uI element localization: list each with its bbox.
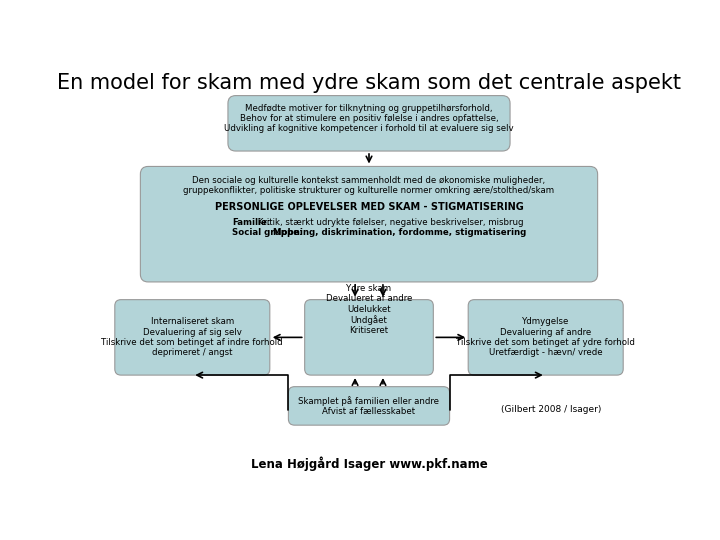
Text: Skamplet på familien eller andre
Afvist af fællesskabet: Skamplet på familien eller andre Afvist … — [299, 396, 439, 416]
FancyBboxPatch shape — [468, 300, 624, 375]
Text: Ydmygelse
Devaluering af andre
Tilskrive det som betinget af ydre forhold
Uretfæ: Ydmygelse Devaluering af andre Tilskrive… — [456, 318, 635, 357]
FancyBboxPatch shape — [305, 300, 433, 375]
Text: Familie:: Familie: — [232, 218, 270, 227]
Text: En model for skam med ydre skam som det centrale aspekt: En model for skam med ydre skam som det … — [57, 72, 681, 92]
FancyBboxPatch shape — [289, 387, 449, 425]
FancyBboxPatch shape — [228, 96, 510, 151]
Text: (Gilbert 2008 / Isager): (Gilbert 2008 / Isager) — [501, 405, 601, 414]
Text: Udvikling af kognitive kompetencer i forhold til at evaluere sig selv: Udvikling af kognitive kompetencer i for… — [224, 124, 514, 133]
Text: Lena Højgård Isager www.pkf.name: Lena Højgård Isager www.pkf.name — [251, 456, 487, 471]
FancyBboxPatch shape — [140, 166, 598, 282]
Text: PERSONLIGE OPLEVELSER MED SKAM - STIGMATISERING: PERSONLIGE OPLEVELSER MED SKAM - STIGMAT… — [215, 202, 523, 212]
Text: Mobning, diskrimination, fordomme, stigmatisering: Mobning, diskrimination, fordomme, stigm… — [270, 228, 526, 237]
Text: Den sociale og kulturelle kontekst sammenholdt med de økonomiske muligheder,: Den sociale og kulturelle kontekst samme… — [192, 176, 546, 185]
Text: Medfødte motiver for tilknytning og gruppetilhørsforhold,: Medfødte motiver for tilknytning og grup… — [246, 104, 492, 113]
FancyBboxPatch shape — [114, 300, 270, 375]
Text: Behov for at stimulere en positiv følelse i andres opfattelse,: Behov for at stimulere en positiv følels… — [240, 114, 498, 123]
Text: Ydre skam
Devalueret af andre
Udelukket
Undgået
Kritiseret: Ydre skam Devalueret af andre Udelukket … — [326, 284, 412, 335]
Text: Internaliseret skam
Devaluering af sig selv
Tilskrive det som betinget af indre : Internaliseret skam Devaluering af sig s… — [102, 318, 283, 357]
Text: Kritik, stærkt udrykte følelser, negative beskrivelser, misbrug: Kritik, stærkt udrykte følelser, negativ… — [255, 218, 523, 227]
Text: gruppekonflikter, politiske strukturer og kulturelle normer omkring ære/stolthed: gruppekonflikter, politiske strukturer o… — [184, 186, 554, 195]
Text: Social gruppe:: Social gruppe: — [232, 228, 302, 237]
